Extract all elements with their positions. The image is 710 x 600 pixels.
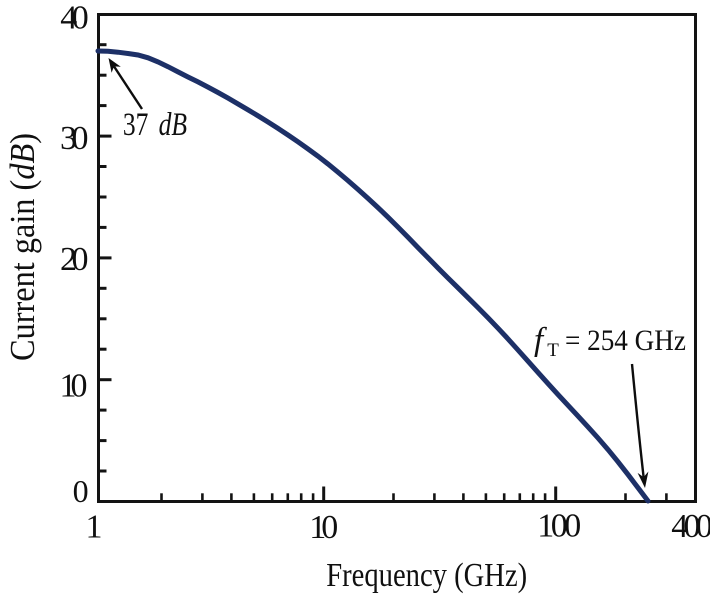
svg-text:Current gain (dB): Current gain (dB): [3, 133, 42, 361]
svg-text:40: 40: [60, 0, 88, 36]
svg-text:10: 10: [309, 509, 338, 546]
svg-text:100: 100: [537, 508, 581, 545]
svg-text:20: 20: [60, 241, 89, 278]
svg-text:30: 30: [60, 120, 89, 157]
svg-text:Frequency (GHz): Frequency (GHz): [326, 557, 527, 594]
svg-text:10: 10: [60, 368, 88, 405]
svg-text:400: 400: [671, 508, 710, 545]
svg-text:fT= 254 GHz: f T = 254 GHz: [534, 322, 686, 361]
svg-text:1: 1: [86, 509, 103, 546]
svg-text:0: 0: [73, 473, 89, 509]
